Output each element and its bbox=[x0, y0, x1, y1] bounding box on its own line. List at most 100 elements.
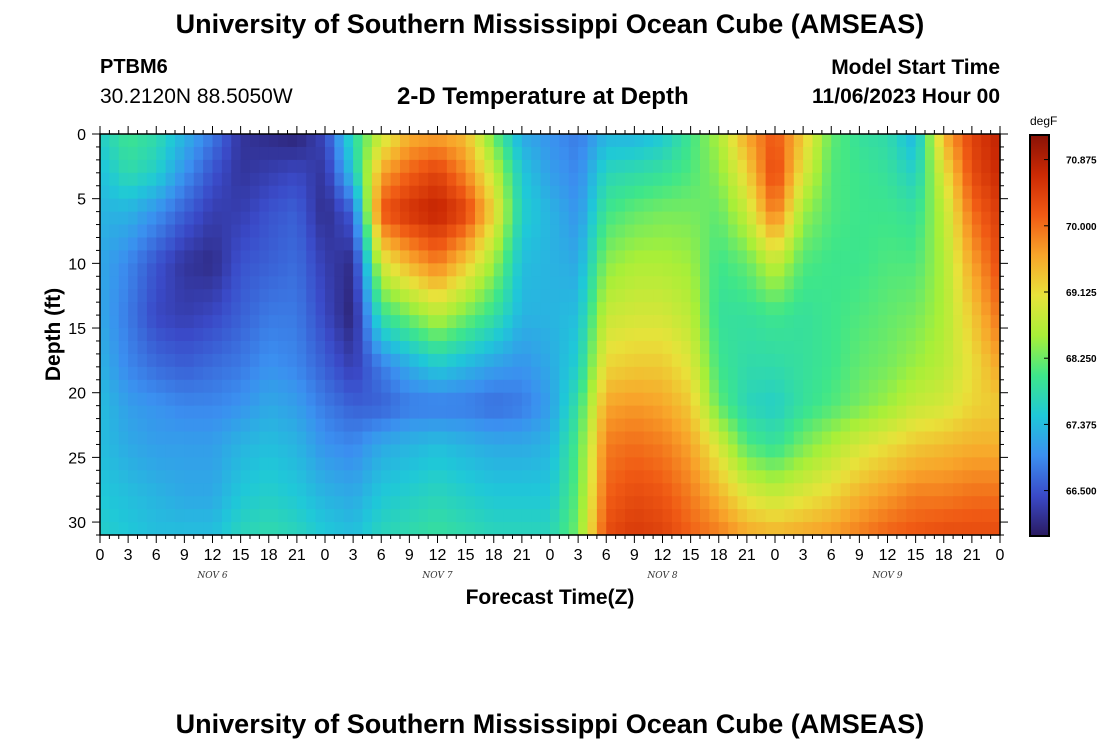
heatmap-cell bbox=[756, 146, 767, 161]
heatmap-cell bbox=[671, 431, 682, 446]
heatmap-cell bbox=[915, 211, 926, 226]
heatmap-cell bbox=[634, 496, 645, 510]
heatmap-cell bbox=[625, 483, 635, 497]
heatmap-cell bbox=[831, 509, 842, 523]
heatmap-cell bbox=[653, 263, 664, 277]
heatmap-cell bbox=[409, 315, 420, 329]
heatmap-cell bbox=[625, 444, 635, 458]
heatmap-cell bbox=[212, 431, 223, 446]
heatmap-cell bbox=[728, 418, 739, 433]
heatmap-cell bbox=[878, 379, 889, 394]
heatmap-cell bbox=[878, 328, 889, 342]
heatmap-cell bbox=[100, 340, 110, 355]
heatmap-cell bbox=[887, 211, 898, 226]
heatmap-cell bbox=[325, 366, 335, 381]
heatmap-cell bbox=[925, 198, 935, 213]
heatmap-cell bbox=[409, 418, 420, 433]
heatmap-cell bbox=[503, 211, 514, 226]
plot-title: 2-D Temperature at Depth bbox=[397, 83, 689, 110]
heatmap-cell bbox=[700, 159, 710, 174]
heatmap-cell bbox=[896, 340, 907, 355]
heatmap-cell bbox=[231, 224, 242, 239]
heatmap-cell bbox=[400, 392, 410, 407]
heatmap-cell bbox=[990, 198, 1001, 213]
heatmap-cell bbox=[821, 522, 832, 536]
heatmap-cell bbox=[521, 315, 532, 329]
heatmap-cell bbox=[109, 379, 120, 394]
heatmap-cell bbox=[840, 366, 851, 381]
heatmap-cell bbox=[559, 522, 570, 536]
heatmap-cell bbox=[184, 237, 195, 252]
heatmap-cell bbox=[334, 366, 345, 381]
heatmap-cell bbox=[484, 457, 495, 471]
heatmap-cell bbox=[615, 211, 626, 226]
heatmap-cell bbox=[934, 263, 945, 277]
heatmap-cell bbox=[878, 276, 889, 290]
heatmap-cell bbox=[503, 522, 514, 536]
heatmap-cell bbox=[381, 379, 392, 394]
heatmap-cell bbox=[278, 340, 289, 355]
heatmap-cell bbox=[596, 509, 607, 523]
heatmap-cell bbox=[475, 444, 485, 458]
heatmap-cell bbox=[521, 159, 532, 174]
heatmap-cell bbox=[662, 444, 673, 458]
heatmap-cell bbox=[446, 457, 457, 471]
heatmap-cell bbox=[859, 457, 870, 471]
heatmap-cell bbox=[193, 263, 204, 277]
heatmap-cell bbox=[390, 392, 401, 407]
heatmap-cell bbox=[521, 509, 532, 523]
heatmap-cell bbox=[906, 379, 917, 394]
heatmap-cell bbox=[334, 276, 345, 290]
heatmap-cell bbox=[896, 159, 907, 174]
heatmap-cell bbox=[643, 340, 654, 355]
heatmap-cell bbox=[137, 250, 148, 264]
heatmap-cell bbox=[118, 159, 129, 174]
heatmap-cell bbox=[268, 159, 279, 174]
heatmap-cell bbox=[493, 172, 504, 187]
heatmap-cell bbox=[353, 379, 364, 394]
heatmap-cell bbox=[840, 172, 851, 187]
heatmap-cell bbox=[568, 224, 579, 239]
heatmap-cell bbox=[250, 366, 260, 381]
heatmap-cell bbox=[625, 405, 635, 420]
heatmap-cell bbox=[915, 470, 926, 484]
heatmap-cell bbox=[156, 224, 167, 239]
heatmap-cell bbox=[540, 185, 551, 200]
heatmap-cell bbox=[540, 237, 551, 252]
heatmap-cell bbox=[953, 315, 964, 329]
heatmap-cell bbox=[756, 353, 767, 368]
x-tick-label: 9 bbox=[630, 547, 639, 564]
heatmap-cell bbox=[212, 263, 223, 277]
heatmap-cell bbox=[859, 483, 870, 497]
heatmap-cell bbox=[315, 134, 326, 148]
heatmap-cell bbox=[878, 263, 889, 277]
heatmap-cell bbox=[915, 302, 926, 316]
heatmap-cell bbox=[362, 509, 373, 523]
colorbar: degF 66.50067.37568.25069.12570.00070.87… bbox=[1029, 114, 1097, 537]
heatmap-cell bbox=[859, 418, 870, 433]
heatmap-cell bbox=[709, 379, 720, 394]
heatmap-cell bbox=[521, 353, 532, 368]
heatmap-cell bbox=[278, 289, 289, 303]
heatmap-cell bbox=[156, 431, 167, 446]
heatmap-cell bbox=[428, 431, 439, 446]
heatmap-cell bbox=[175, 405, 185, 420]
heatmap-cell bbox=[475, 366, 485, 381]
heatmap-cell bbox=[990, 250, 1001, 264]
heatmap-cell bbox=[287, 224, 298, 239]
heatmap-cell bbox=[240, 418, 251, 433]
heatmap-cell bbox=[212, 328, 223, 342]
heatmap-cell bbox=[812, 185, 823, 200]
heatmap-cell bbox=[128, 328, 139, 342]
heatmap-cell bbox=[146, 340, 157, 355]
heatmap-cell bbox=[981, 172, 992, 187]
heatmap-cell bbox=[381, 328, 392, 342]
heatmap-cell bbox=[484, 302, 495, 316]
heatmap-cell bbox=[962, 405, 973, 420]
heatmap-cell bbox=[165, 353, 176, 368]
heatmap-cell bbox=[681, 418, 692, 433]
heatmap-cell bbox=[971, 289, 982, 303]
heatmap-cell bbox=[793, 315, 804, 329]
heatmap-cell bbox=[521, 366, 532, 381]
heatmap-cell bbox=[625, 457, 635, 471]
